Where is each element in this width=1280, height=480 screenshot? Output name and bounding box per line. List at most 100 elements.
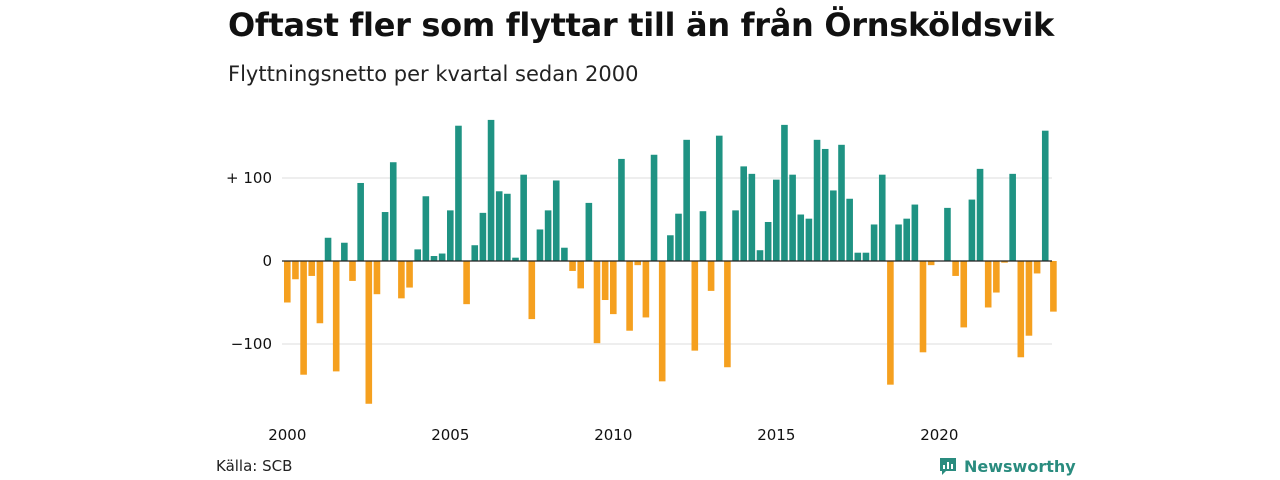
bar [1050, 261, 1057, 312]
bar [1033, 261, 1041, 274]
bar [683, 139, 690, 261]
bar [691, 261, 699, 351]
bar [650, 154, 658, 261]
bar [349, 261, 356, 281]
y-tick-label: + 100 [226, 169, 272, 187]
bar [520, 174, 527, 261]
bar [642, 261, 650, 318]
bar [357, 182, 364, 261]
bar [381, 212, 389, 261]
bar [748, 173, 756, 261]
bar [805, 218, 813, 261]
bar [593, 261, 601, 344]
bar [569, 261, 576, 271]
source-note: Källa: SCB [216, 457, 293, 475]
bar [422, 196, 430, 261]
bar [1041, 130, 1049, 261]
x-tick-label: 2015 [757, 426, 795, 444]
x-tick-label: 2005 [431, 426, 469, 444]
bar [430, 256, 438, 261]
bar [316, 261, 324, 324]
bar [862, 252, 870, 261]
bar [984, 261, 992, 308]
bar [626, 261, 633, 331]
bar [634, 261, 642, 266]
bar [471, 245, 479, 261]
bar [667, 235, 674, 261]
bar [919, 261, 927, 353]
bar [561, 247, 568, 261]
bar [944, 207, 951, 261]
bar [993, 261, 1000, 293]
bar [438, 253, 446, 261]
bar [724, 261, 731, 368]
bar [764, 221, 772, 261]
bar [821, 148, 829, 261]
bar [976, 168, 984, 261]
bar [911, 204, 919, 261]
chart-title: Oftast fler som flyttar till än från Örn… [228, 6, 1055, 44]
chart-subtitle: Flyttningsnetto per kvartal sedan 2000 [228, 62, 639, 86]
bar [618, 158, 625, 261]
bar [389, 162, 397, 261]
bar [495, 191, 503, 261]
bar [715, 135, 723, 261]
x-tick-label: 2000 [268, 426, 306, 444]
bar [373, 261, 381, 295]
bar [740, 166, 747, 261]
bar [1025, 261, 1033, 336]
bar [1017, 261, 1025, 358]
bar [487, 119, 495, 262]
bar [365, 261, 373, 404]
bar [536, 229, 544, 261]
x-tick-label: 2020 [920, 426, 958, 444]
bar [830, 190, 837, 261]
bar [324, 237, 332, 261]
bar [675, 213, 682, 261]
bar [789, 174, 796, 261]
newsworthy-logo-icon [940, 458, 956, 475]
y-tick-label: −100 [231, 335, 272, 353]
bar [332, 261, 340, 372]
brand-logo: Newsworthy [938, 456, 1076, 476]
bar [585, 202, 593, 261]
bar [601, 261, 609, 301]
bar [756, 250, 764, 261]
bar [406, 261, 413, 288]
bar [463, 261, 470, 305]
y-tick-labels: + 100 0 −100 [226, 169, 272, 353]
bar [544, 210, 552, 261]
bar [773, 179, 780, 261]
bar [846, 198, 853, 261]
bar [284, 261, 291, 303]
bar [504, 193, 511, 261]
x-tick-label: 2010 [594, 426, 632, 444]
bar [927, 261, 935, 266]
bar [479, 212, 487, 261]
bar [300, 261, 307, 375]
bar [658, 261, 666, 382]
bar [781, 124, 788, 261]
bar [838, 144, 845, 261]
bar [895, 224, 902, 261]
bar [968, 199, 976, 261]
bar [292, 261, 299, 280]
bar [878, 174, 886, 261]
bar [528, 261, 536, 320]
bar [552, 180, 560, 261]
bar [414, 249, 421, 261]
bar [952, 261, 959, 276]
bar [813, 139, 821, 261]
bar [699, 211, 707, 261]
bar [854, 252, 862, 261]
bar [577, 261, 584, 289]
bar [398, 261, 405, 299]
bars [284, 119, 1057, 404]
bar [732, 210, 739, 261]
bar [707, 261, 715, 291]
brand-name: Newsworthy [964, 456, 1076, 476]
bar [1001, 261, 1008, 263]
bar [960, 261, 968, 328]
bar [903, 218, 910, 261]
